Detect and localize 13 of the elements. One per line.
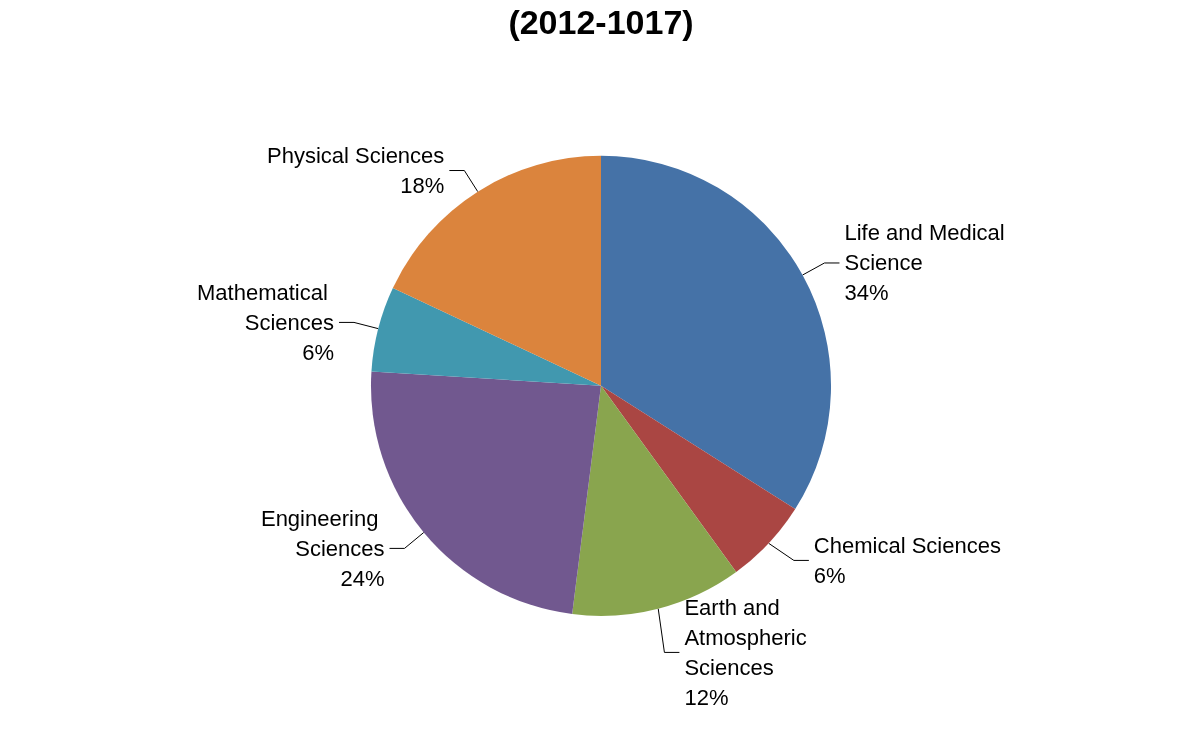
data-label: 12%	[684, 684, 729, 710]
slice-label: Physical Sciences	[267, 143, 445, 169]
slice-label: Engineering Sciences	[260, 505, 385, 561]
slice-label: Earth and Atmospheric Sciences	[684, 594, 813, 680]
slice-label: Chemical Sciences	[813, 532, 1001, 558]
data-label: 6%	[813, 562, 846, 588]
data-label: 18%	[400, 173, 445, 199]
data-label: 24%	[340, 565, 385, 591]
data-label: 6%	[302, 339, 334, 365]
slice-label: Mathematical Sciences	[197, 279, 334, 335]
data-label: 34%	[844, 280, 889, 306]
slice-label: Life and Medical Science	[844, 220, 1011, 276]
chart-title: (2012-1017)	[508, 3, 694, 41]
